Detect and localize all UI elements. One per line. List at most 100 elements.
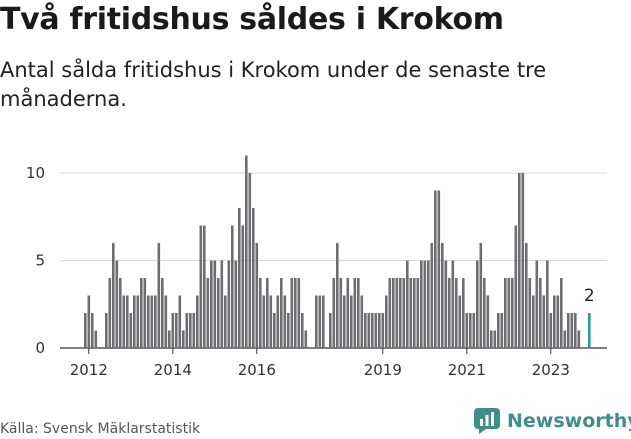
bar [126,295,129,348]
brand[interactable]: Newsworthy [474,408,631,434]
bar [413,278,416,348]
bar [479,243,483,348]
bar [388,278,392,348]
bar [301,313,304,348]
bar [427,260,430,348]
bar [406,260,409,348]
x-tick-label: 2014 [154,361,192,379]
bar [455,278,458,348]
bar [161,278,164,348]
bar [343,295,346,348]
bar [192,313,196,348]
bar [451,260,455,348]
highlight-bar [588,313,591,348]
bar [329,313,332,348]
y-tick-label: 10 [26,164,45,182]
bar [112,243,115,348]
bar [416,278,420,348]
chart-subtitle: Antal sålda fritidshus i Krokom under de… [0,58,547,111]
bar [220,260,224,348]
bar [350,295,353,348]
bar [105,313,108,348]
bar [364,313,367,348]
bar [476,260,479,348]
bar [206,278,210,348]
bar [332,278,336,348]
chart-title: Två fritidshus såldes i Krokom [0,2,504,37]
bar [430,243,434,348]
bar [266,278,269,348]
bar [507,278,511,348]
bar [367,313,371,348]
bar [133,295,136,348]
bar [290,278,294,348]
bar [168,330,171,348]
bar [528,278,532,348]
bar [532,295,535,348]
bar [189,313,192,348]
bar [483,278,486,348]
bar [178,295,182,348]
bar [409,278,413,348]
bar [399,278,402,348]
bar [402,278,406,348]
bar [262,295,266,348]
bar [539,278,542,348]
bar [556,295,560,348]
bar [234,260,238,348]
bar [392,278,395,348]
bar [280,278,283,348]
bar [423,260,427,348]
bar [500,313,504,348]
bar [525,243,528,348]
bar [346,278,350,348]
bar [255,243,259,348]
newsworthy-logo-icon [474,408,500,434]
bar [91,313,94,348]
bar [448,278,451,348]
bar [196,295,199,348]
bar [486,295,490,348]
bar [203,225,206,348]
bar [175,313,178,348]
bar [574,313,577,348]
bar [567,313,570,348]
bar [577,330,581,348]
bar [535,260,539,348]
bar [115,260,119,348]
bar [119,278,122,348]
highlight-value-label: 2 [584,286,595,306]
bar [248,173,252,348]
bar [511,278,514,348]
bar [437,190,441,348]
bar [259,278,262,348]
bar [294,278,297,348]
source-text: Källa: Svensk Mäklarstatistik [0,421,201,437]
bar [497,313,500,348]
bar [210,260,213,348]
bar [472,313,476,348]
bar [378,313,381,348]
bar [490,330,493,348]
bar [224,295,227,348]
bar [385,295,388,348]
y-tick-label: 0 [35,339,45,357]
bar [297,278,301,348]
bar [269,295,273,348]
bar [570,313,574,348]
bar [444,260,448,348]
bar [336,243,339,348]
bar [87,295,91,348]
bar [357,278,360,348]
bar [514,225,518,348]
y-tick-label: 5 [35,252,45,270]
bar [241,225,245,348]
bar [521,173,525,348]
bar [94,330,98,348]
bar [147,295,150,348]
bar [217,278,220,348]
bar [283,295,287,348]
bar [462,278,465,348]
bar [542,295,546,348]
